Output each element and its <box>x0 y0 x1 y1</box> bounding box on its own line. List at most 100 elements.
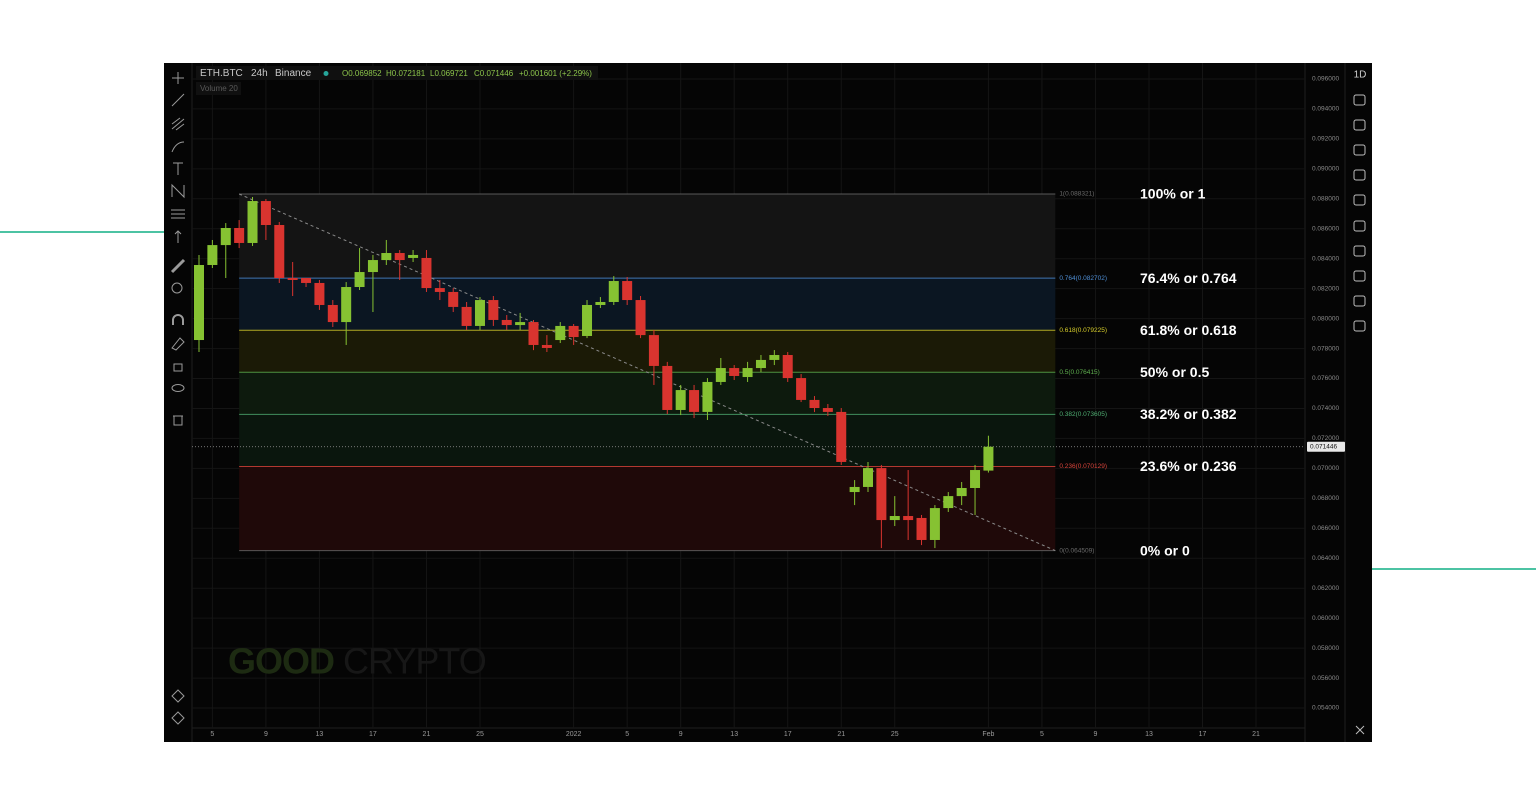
eye-icon <box>171 384 185 392</box>
fib-zone <box>239 278 1056 331</box>
fib-level-label: 0.236(0.070129) <box>1059 463 1107 470</box>
volume-box <box>196 82 241 95</box>
side-tool-icon[interactable] <box>1353 295 1366 307</box>
fib-level-label: 0.5(0.076415) <box>1059 369 1099 376</box>
y-tick-label: 0.090000 <box>1312 166 1339 173</box>
ohlc-legend: O0.069852 H0.072181 L0.069721 C0.071446 … <box>342 69 592 78</box>
x-tick-label: 17 <box>369 731 377 738</box>
side-tool-icon[interactable] <box>1353 169 1366 181</box>
tool-icon[interactable] <box>171 93 185 107</box>
open-value: O0.069852 <box>342 69 382 78</box>
x-tick-label: 25 <box>476 731 484 738</box>
tool-icon[interactable] <box>172 72 184 84</box>
y-tick-label: 0.096000 <box>1312 76 1339 83</box>
side-tool-icon[interactable] <box>1353 320 1366 332</box>
candle-body <box>648 335 659 366</box>
y-tick-label: 0.072000 <box>1312 435 1339 442</box>
status-dot <box>323 71 329 76</box>
close-value: C0.071446 <box>474 69 514 78</box>
candle-body <box>715 368 726 382</box>
tool-icon[interactable] <box>173 415 183 426</box>
exchange[interactable]: Binance <box>275 68 312 79</box>
candle-body <box>408 254 419 258</box>
side-icon <box>1353 270 1366 282</box>
side-icon <box>1353 194 1366 206</box>
candle-body <box>582 304 593 336</box>
candle-body <box>555 325 566 341</box>
tool-icon[interactable] <box>171 141 185 153</box>
y-tick-label: 0.062000 <box>1312 585 1339 592</box>
candle-body <box>782 355 793 379</box>
last-price-box <box>1307 441 1345 452</box>
candle-body <box>568 325 579 338</box>
volume-label[interactable]: Volume 20 <box>200 84 238 93</box>
tool-icon[interactable] <box>171 384 185 392</box>
candle-body <box>849 486 860 493</box>
candle-body <box>729 368 740 376</box>
side-tool-icon[interactable] <box>1353 245 1366 257</box>
x-tick-label: 13 <box>730 731 738 738</box>
candle-body <box>876 468 887 521</box>
text-icon <box>173 162 183 175</box>
candle-body <box>434 288 445 292</box>
tool-icon[interactable] <box>171 337 185 351</box>
tool-icon[interactable] <box>174 230 182 243</box>
candle-body <box>956 488 967 497</box>
tool-icon[interactable] <box>173 162 183 175</box>
candle-body <box>702 381 713 412</box>
tool-icon[interactable] <box>171 689 185 703</box>
x-tick-label: 21 <box>837 731 845 738</box>
symbol[interactable]: ETH.BTC <box>200 68 243 79</box>
plot-area: 0.054000 0.056000 0.058000 0.060000 0.062000… <box>192 63 1339 738</box>
fib-level-label: 0(0.064509) <box>1059 547 1094 554</box>
tool-icon[interactable] <box>171 711 185 725</box>
interval[interactable]: 24h <box>251 68 268 79</box>
y-tick-label: 0.086000 <box>1312 225 1339 232</box>
layers-icon <box>171 711 185 725</box>
x-tick-label: 5 <box>1040 731 1044 738</box>
candle-body <box>916 517 927 540</box>
candle-body <box>769 355 780 360</box>
candle-body <box>608 281 619 302</box>
side-icon <box>1353 169 1366 181</box>
candle-body <box>354 272 365 288</box>
tool-icon[interactable] <box>171 282 183 294</box>
side-tool-icon[interactable] <box>1353 220 1366 232</box>
side-tool-icon[interactable] <box>1353 119 1366 131</box>
lock-draw-icon <box>171 337 185 351</box>
interval-button[interactable]: 1D <box>1354 70 1367 81</box>
fib-annotation: 50% or 0.5 <box>1140 364 1209 380</box>
candle-body <box>341 287 352 323</box>
candle-body <box>448 291 459 307</box>
candle-body <box>287 278 298 280</box>
tool-icon[interactable] <box>173 363 183 372</box>
side-tool-icon[interactable] <box>1353 194 1366 206</box>
y-tick-label: 0.068000 <box>1312 495 1339 502</box>
candle-body <box>488 300 499 320</box>
x-tick-label: 9 <box>1094 731 1098 738</box>
x-tick-label: 17 <box>1199 731 1207 738</box>
candle-body <box>194 264 204 341</box>
side-tool-icon[interactable] <box>1353 270 1366 282</box>
candle-body <box>421 257 432 289</box>
side-icon <box>1353 295 1366 307</box>
side-tool-icon[interactable] <box>1353 94 1366 106</box>
side-icon <box>1353 245 1366 257</box>
tool-icon[interactable] <box>171 183 185 199</box>
x-tick-label: 2022 <box>566 731 582 738</box>
tool-icon[interactable] <box>170 258 186 274</box>
side-icon <box>1353 119 1366 131</box>
candle-body <box>515 322 526 326</box>
x-tick-label: Feb <box>982 731 994 738</box>
fib-zone <box>239 193 1056 279</box>
close-button[interactable] <box>1355 725 1365 735</box>
tool-icon[interactable] <box>171 209 185 219</box>
side-tool-icon[interactable] <box>1353 144 1366 156</box>
tool-icon[interactable] <box>172 314 184 325</box>
last-price-label: 0.071446 <box>1310 443 1337 450</box>
candle-body <box>247 201 258 243</box>
side-icon <box>1353 144 1366 156</box>
candle-body <box>207 245 218 265</box>
tool-icon[interactable] <box>171 117 185 131</box>
